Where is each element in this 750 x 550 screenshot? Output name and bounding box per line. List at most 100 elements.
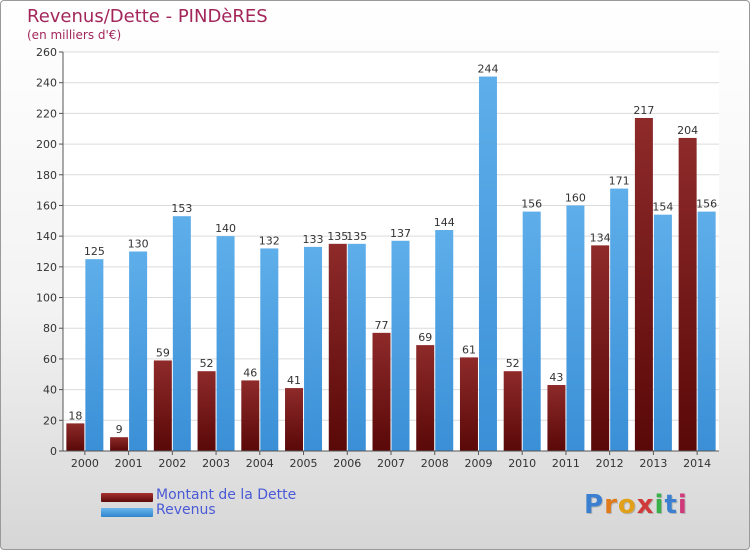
legend-swatch-debt	[101, 493, 153, 502]
x-tick-label: 2012	[596, 457, 624, 470]
plot-area	[63, 52, 719, 451]
data-label-debt: 9	[116, 423, 123, 436]
bar-revenue	[435, 230, 454, 451]
logo-letter: o	[617, 490, 637, 520]
bar-debt	[197, 371, 216, 451]
bar-revenue	[85, 259, 104, 451]
y-tick-label: 60	[43, 353, 57, 366]
bar-debt	[110, 437, 129, 451]
x-tick-label: 2013	[639, 457, 667, 470]
bar-revenue	[391, 240, 410, 451]
bar-debt	[547, 385, 566, 451]
data-label-debt: 59	[156, 346, 170, 359]
y-tick-label: 40	[43, 384, 57, 397]
y-tick-label: 260	[36, 46, 57, 59]
proxiti-logo: Proxiti	[584, 490, 688, 520]
bar-revenue	[172, 216, 191, 451]
bar-debt	[328, 243, 347, 451]
data-label-revenue: 132	[259, 234, 280, 247]
x-tick-label: 2006	[333, 457, 361, 470]
x-tick-label: 2008	[421, 457, 449, 470]
y-tick-label: 200	[36, 138, 57, 151]
bar-revenue	[522, 211, 541, 451]
bar-debt	[591, 245, 610, 451]
data-label-revenue: 156	[521, 198, 542, 211]
grid-lines	[63, 51, 719, 452]
data-label-revenue: 156	[696, 198, 717, 211]
data-label-revenue: 130	[128, 238, 149, 251]
y-tick-label: 140	[36, 230, 57, 243]
data-label-revenue: 171	[609, 175, 630, 188]
bar-revenue	[566, 205, 585, 451]
legend-label-revenue: Revenus	[156, 502, 216, 518]
bar-debt	[153, 360, 172, 451]
y-tick-label: 160	[36, 199, 57, 212]
chart-title: Revenus/Dette - PINDèRES	[27, 6, 268, 27]
data-label-debt: 52	[200, 357, 214, 370]
y-tick-label: 240	[36, 77, 57, 90]
bar-revenue	[347, 243, 366, 451]
x-axis: 2000 2001 2002 2003 2004 2005 2006 2007 2008 2009…	[63, 450, 719, 470]
y-tick-label: 120	[36, 261, 57, 274]
bar-debt	[503, 371, 522, 451]
bar-debt	[66, 423, 85, 451]
y-tick-label: 20	[43, 414, 57, 427]
y-tick-label: 100	[36, 292, 57, 305]
bar-revenue	[260, 248, 279, 451]
data-label-debt: 69	[418, 331, 432, 344]
data-label-revenue: 153	[171, 202, 192, 215]
legend-label-debt: Montant de la Dette	[156, 487, 297, 503]
bar-revenue	[478, 76, 497, 452]
data-label-revenue: 154	[652, 201, 673, 214]
x-tick-label: 2002	[158, 457, 186, 470]
data-label-debt: 61	[462, 343, 476, 356]
y-tick-label: 80	[43, 322, 57, 335]
data-label-revenue: 160	[565, 191, 586, 204]
x-tick-label: 2005	[290, 457, 318, 470]
bar-revenue	[304, 246, 323, 451]
data-label-revenue: 135	[346, 230, 367, 243]
logo-letter: i	[654, 490, 665, 520]
x-tick-label: 2011	[552, 457, 580, 470]
data-label-debt: 134	[590, 231, 611, 244]
bar-debt	[241, 380, 260, 451]
bar-revenue	[653, 214, 672, 451]
legend-swatch-revenue	[101, 508, 153, 517]
data-label-debt: 217	[633, 104, 654, 117]
data-label-debt: 52	[506, 357, 520, 370]
bar-debt	[372, 332, 391, 451]
y-tick-label: 220	[36, 107, 57, 120]
data-label-debt: 204	[677, 124, 698, 137]
data-label-debt: 18	[68, 409, 82, 422]
x-tick-label: 2010	[508, 457, 536, 470]
bar-revenue	[129, 251, 148, 451]
x-tick-label: 2003	[202, 457, 230, 470]
bar-debt	[416, 345, 435, 451]
bar-revenue	[216, 236, 235, 451]
x-tick-label: 2001	[115, 457, 143, 470]
bar-debt	[634, 117, 653, 451]
data-label-revenue: 137	[390, 227, 411, 240]
data-label-revenue: 140	[215, 222, 236, 235]
logo-letter: x	[636, 490, 655, 520]
data-label-debt: 43	[549, 371, 563, 384]
data-label-revenue: 244	[477, 63, 498, 76]
data-label-debt: 46	[243, 366, 257, 379]
chart-subtitle: (en milliers d'€)	[27, 28, 122, 42]
logo-letter: P	[584, 490, 605, 520]
x-tick-label: 2007	[377, 457, 405, 470]
bar-revenue	[610, 188, 629, 452]
x-tick-label: 2014	[683, 457, 711, 470]
x-tick-label: 2000	[71, 457, 99, 470]
data-label-revenue: 144	[434, 216, 455, 229]
data-label-revenue: 133	[303, 233, 324, 246]
data-label-debt: 77	[375, 319, 389, 332]
bar-debt	[285, 388, 304, 451]
data-label-revenue: 125	[84, 245, 105, 258]
bar-revenue	[697, 211, 716, 451]
y-tick-label: 0	[50, 445, 57, 458]
y-tick-label: 180	[36, 169, 57, 182]
